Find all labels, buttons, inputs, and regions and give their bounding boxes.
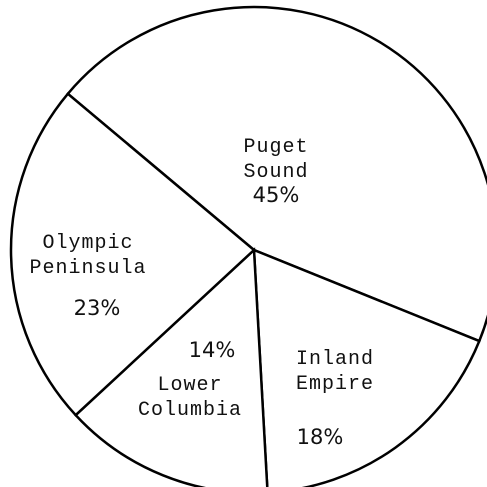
slice-label: Inland Empire <box>295 348 375 396</box>
pie-slice <box>9 92 256 417</box>
pie-slice <box>73 247 269 487</box>
pie-slice <box>252 248 481 487</box>
value-label: 14% <box>188 338 236 362</box>
slice-label: Lower Columbia <box>137 374 243 422</box>
slice-label: Puget Sound <box>243 136 309 184</box>
slice-label: Olympic Peninsula <box>29 232 147 280</box>
value-label: 23% <box>73 296 121 320</box>
value-label: 18% <box>296 425 344 449</box>
value-label: 45% <box>252 183 300 207</box>
pie-slice <box>66 5 487 343</box>
